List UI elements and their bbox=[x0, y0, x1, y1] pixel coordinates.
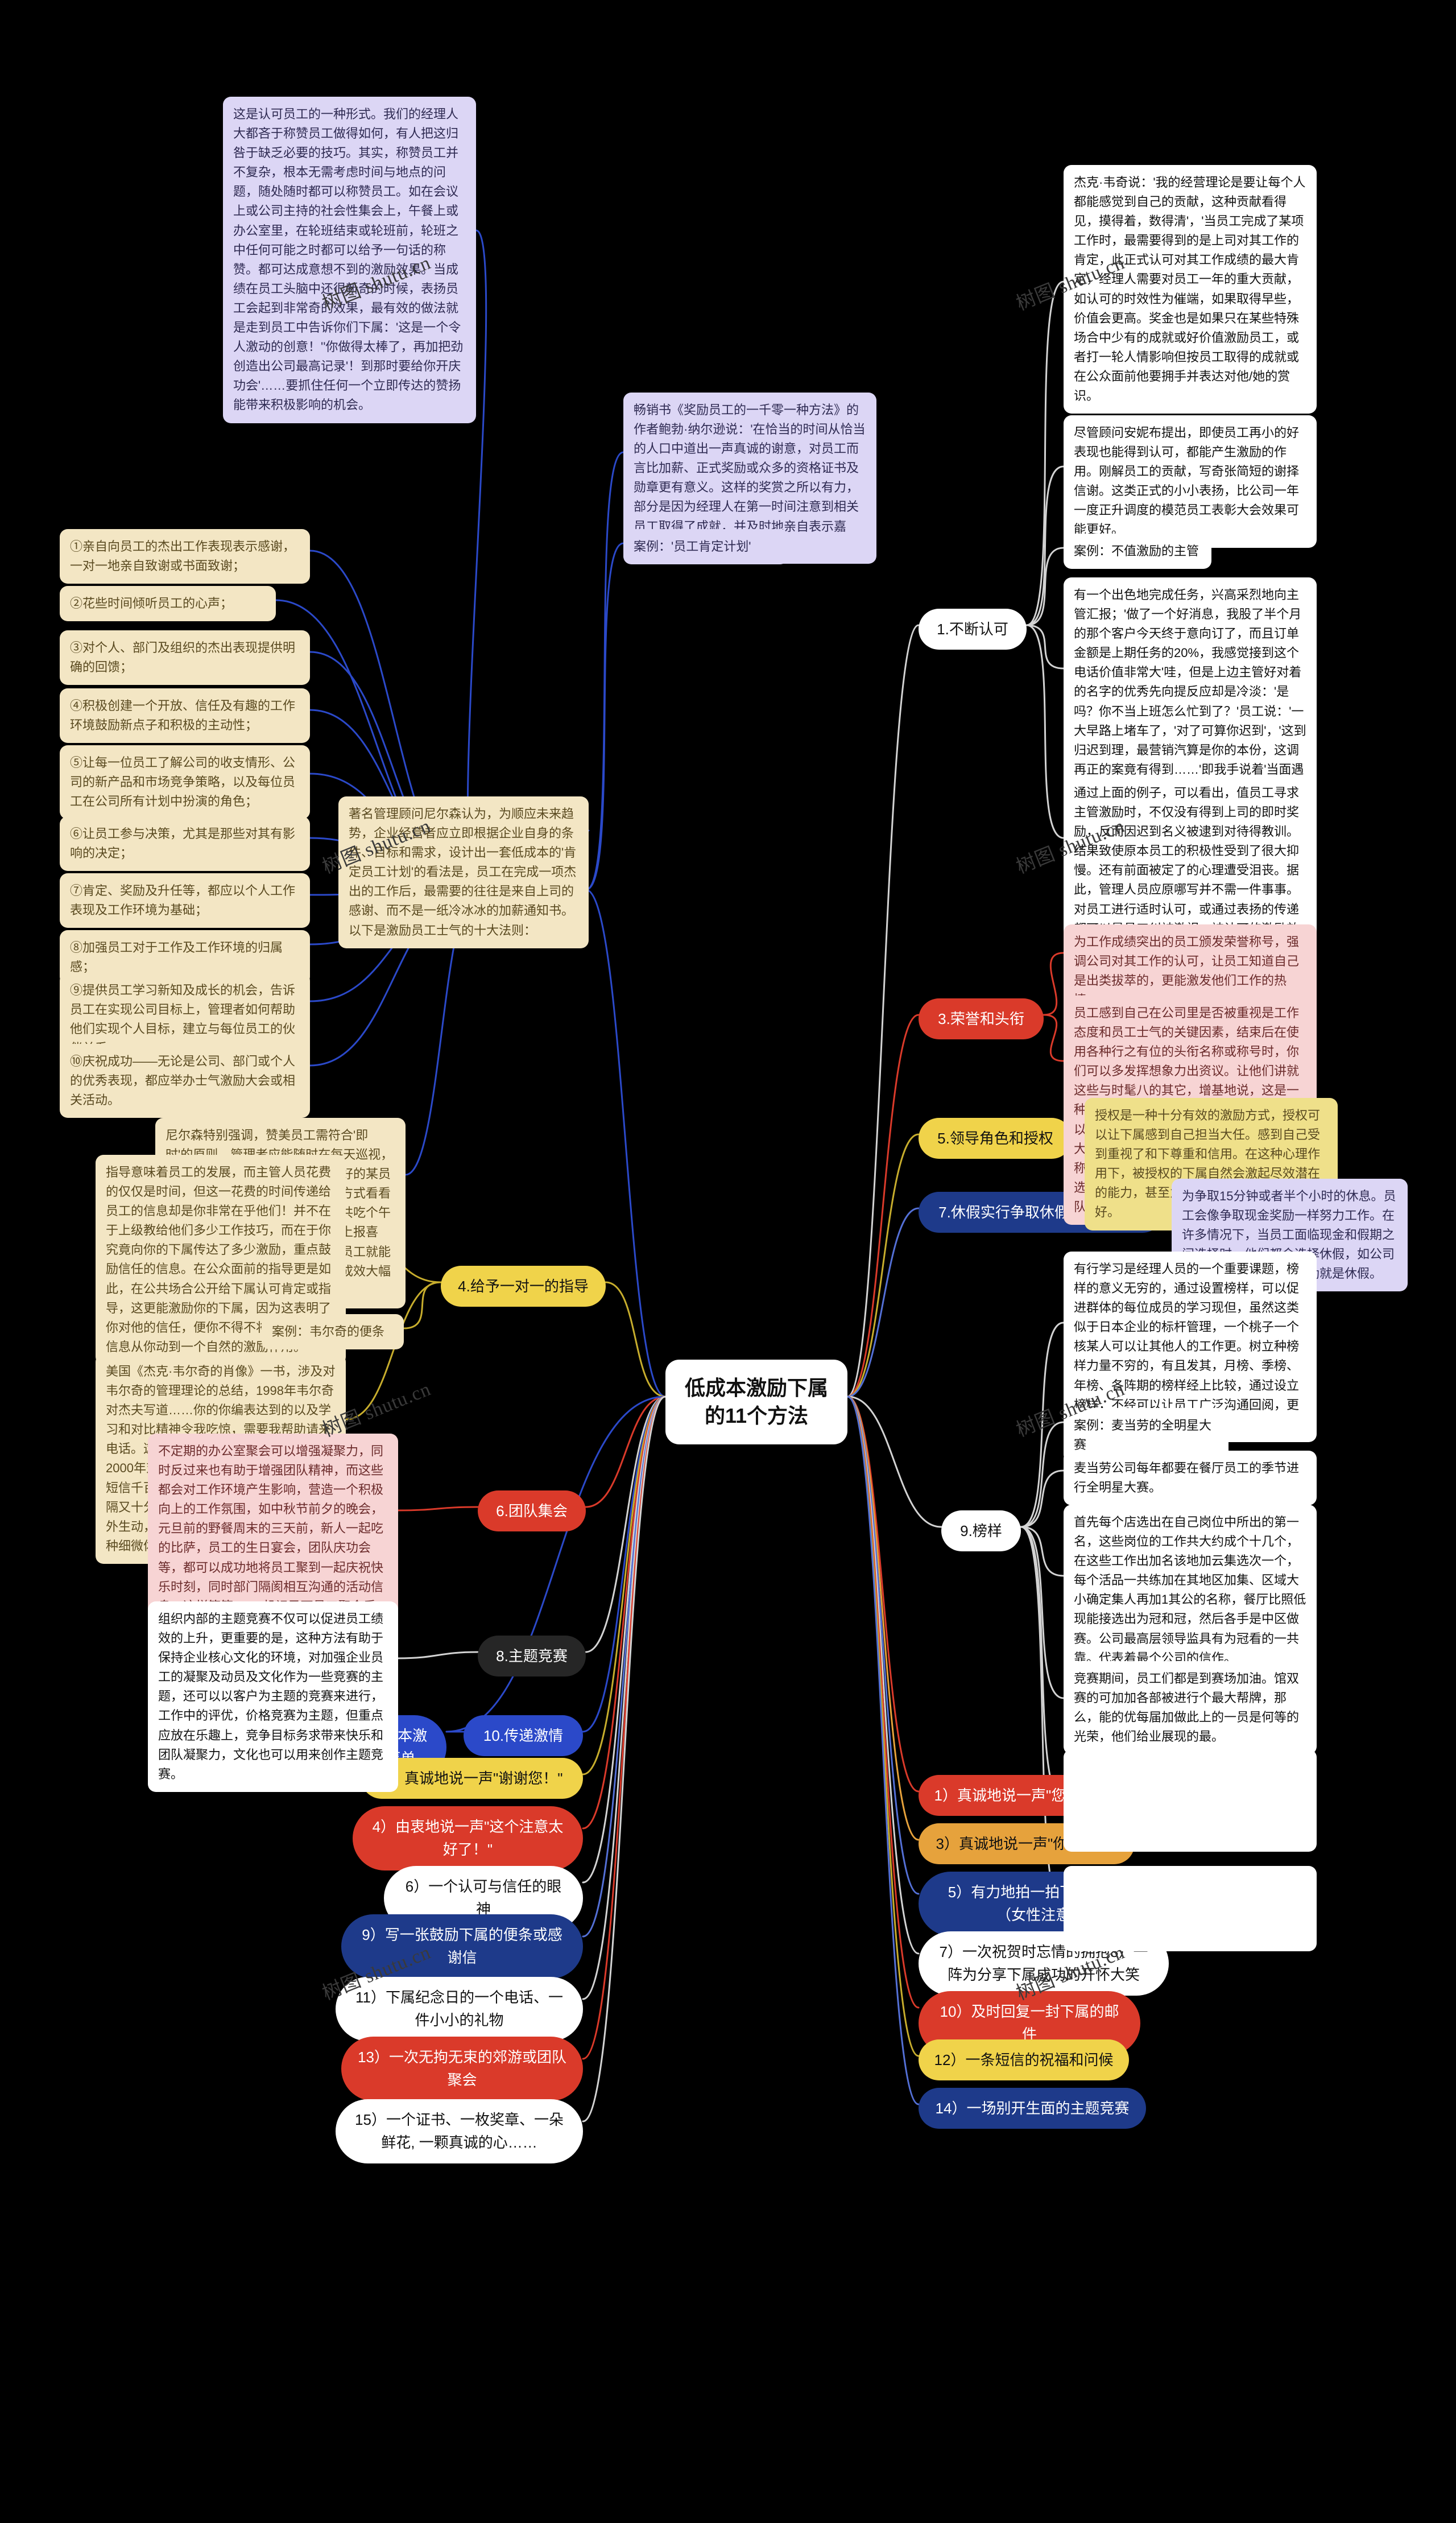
leaf-l15: 15）一个证书、一枚奖章、一朵鲜花, 一颗真诚的心…… bbox=[336, 2099, 583, 2163]
card-c_b2_list6: ⑥让员工参与决策，尤其是那些对其有影响的决定； bbox=[60, 816, 310, 871]
branch-b8: 8.主题竞赛 bbox=[478, 1636, 586, 1677]
card-c_b2_top: 这是认可员工的一种形式。我们的经理人大都吝于称赞员工做得如何，有人把这归咎于缺乏… bbox=[223, 97, 476, 423]
mindmap-canvas: 低成本激励下属的11个方法2.真诚赞美4.给予一对一的指导6.团队集会8.主题竞… bbox=[0, 0, 1456, 2523]
branch-b9: 9.榜样 bbox=[941, 1510, 1021, 1551]
card-c_b2_list10: ⑩庆祝成功——无论是公司、部门或个人的优秀表现，都应举办士气激励大会或相关活动。 bbox=[60, 1044, 310, 1118]
branch-b3: 3.荣誉和头衔 bbox=[919, 998, 1044, 1039]
center-node: 低成本激励下属的11个方法 bbox=[665, 1360, 847, 1444]
leaf-l4: 4）由衷地说一声"这个注意太好了！" bbox=[353, 1806, 583, 1870]
card-c_b9_e bbox=[1064, 1749, 1317, 1852]
branch-b5: 5.领导角色和授权 bbox=[919, 1118, 1072, 1159]
card-c_b2_case: 案例：'员工肯定计划' bbox=[623, 529, 788, 564]
card-c_b1_a: 杰克·韦奇说：'我的经营理论是要让每个人都能感觉到自己的贡献，这种贡献看得见，摸… bbox=[1064, 165, 1317, 414]
card-c_b2_list5: ⑤让每一位员工了解公司的收支情形、公司的新产品和市场竞争策略，以及每位员工在公司… bbox=[60, 745, 310, 819]
branch-b6: 6.团队集会 bbox=[478, 1490, 586, 1531]
card-c_b2_list2: ②花些时间倾听员工的心声； bbox=[60, 586, 276, 621]
branch-b4: 4.给予一对一的指导 bbox=[441, 1266, 606, 1307]
card-c_b9_f bbox=[1064, 1866, 1317, 1951]
card-c_b2_list4: ④积极创建一个开放、信任及有趣的工作环境鼓励新点子和积极的主动性； bbox=[60, 688, 310, 743]
card-c_b9_c: 首先每个店选出在自己岗位中所出的第一名，这些岗位的工作共大约成个十几个，在这些工… bbox=[1064, 1505, 1317, 1676]
card-c_b1_c: 案例：不值激励的主管 bbox=[1064, 534, 1211, 569]
branch-b1: 1.不断认可 bbox=[919, 609, 1027, 650]
card-c_b4_case: 案例：韦尔奇的便条 bbox=[262, 1314, 404, 1349]
leaf-l9: 9）写一张鼓励下属的便条或感谢信 bbox=[341, 1914, 583, 1979]
leaf-l14: 14）一场别开生面的主题竞赛 bbox=[919, 2088, 1146, 2129]
leaf-l13: 13）一次无拘无束的郊游或团队聚会 bbox=[341, 2037, 583, 2101]
card-c_b9_d: 竞赛期间，员工们都是到赛场加油。馆双赛的可加加各部被进行个最大帮牌，那么，能的优… bbox=[1064, 1661, 1317, 1754]
card-c_b2_list7: ⑦肯定、奖励及升任等，都应以个人工作表现及工作环境为基础； bbox=[60, 873, 310, 928]
card-c_b9_b: 麦当劳公司每年都要在餐厅员工的季节进行全明星大赛。 bbox=[1064, 1451, 1317, 1505]
leaf-l12: 12）一条短信的祝福和问候 bbox=[919, 2039, 1129, 2080]
branch-b10: 10.传递激情 bbox=[464, 1715, 583, 1756]
card-c_b2_list3: ③对个人、部门及组织的杰出表现提供明确的回馈； bbox=[60, 630, 310, 685]
card-c_b2_nelson: 著名管理顾问尼尔森认为，为顺应未来趋势，企业经营者应立即根据企业自身的条件、目标… bbox=[338, 796, 589, 948]
leaf-l11: 11）下属纪念日的一个电话、一件小小的礼物 bbox=[336, 1977, 583, 2041]
card-c_b8_card: 组织内部的主题竞赛不仅可以促进员工绩效的上升，更重要的是，这种方法有助于保持企业… bbox=[148, 1601, 398, 1792]
card-c_b1_b: 尽管顾问安妮布提出，即使员工再小的好表现也能得到认可，都能产生激励的作用。刚解员… bbox=[1064, 415, 1317, 548]
card-c_b2_list1: ①亲自向员工的杰出工作表现表示感谢，一对一地亲自致谢或书面致谢； bbox=[60, 529, 310, 584]
